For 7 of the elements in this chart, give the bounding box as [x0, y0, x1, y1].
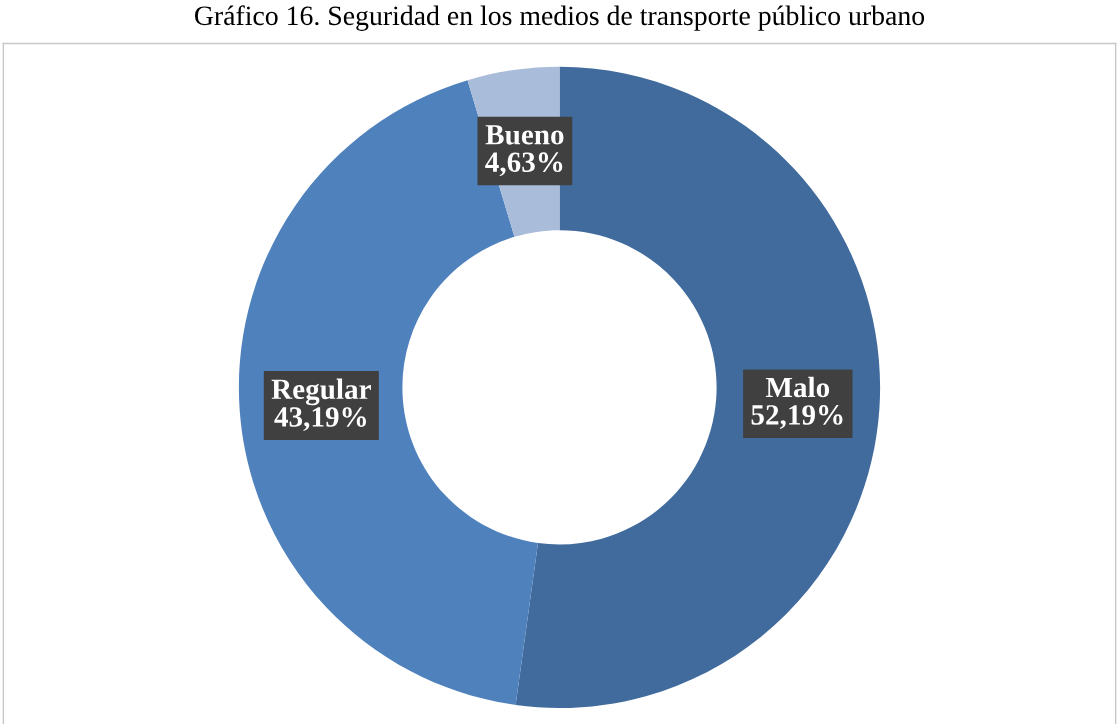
data-label: 43,19%: [274, 407, 366, 432]
chart-title: Gráfico 16. Seguridad en los medios de transporte público urbano: [194, 5, 925, 31]
slice-label: Regular: [271, 378, 371, 406]
data-label: 4,63%: [485, 152, 563, 177]
slice-label: Bueno: [485, 125, 564, 145]
slice-label: Malo: [765, 376, 830, 398]
data-label: 52,19%: [751, 405, 843, 429]
